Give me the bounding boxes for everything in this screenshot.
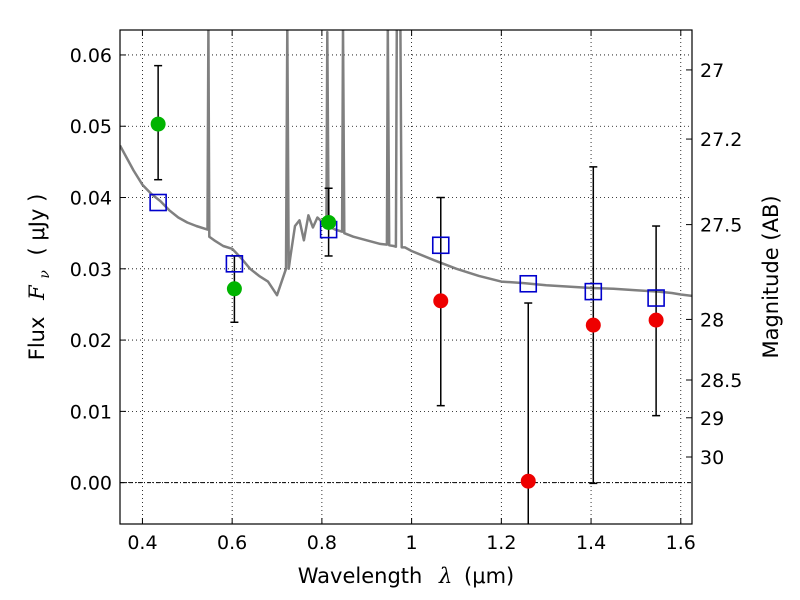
y-tick-label: 0.05 <box>70 116 112 138</box>
x-tick-label: 0.4 <box>127 532 157 554</box>
y2-tick-label: 28 <box>700 309 724 331</box>
observed-flux-marker <box>648 312 664 328</box>
y2-tick-label: 27.2 <box>700 129 742 151</box>
y2-tick-label: 30 <box>700 447 724 469</box>
y-tick-label: 0.02 <box>70 330 112 352</box>
plot-frame <box>119 29 693 525</box>
y-tick-label: 0.06 <box>70 45 112 67</box>
x-tick-label: 1.2 <box>486 532 516 554</box>
observed-flux-marker <box>321 214 337 230</box>
model-photometry-marker <box>225 255 244 273</box>
y-axis-label-symbol: F <box>25 284 49 301</box>
x-axis-label: Wavelength λ (μm) <box>298 564 514 588</box>
observed-flux-marker <box>585 317 601 333</box>
y-tick-label: 0.04 <box>70 188 112 210</box>
y2-axis-label: Magnitude (AB) <box>759 195 783 358</box>
data-markers <box>149 116 665 489</box>
model-photometry-marker <box>584 282 603 301</box>
y2-tick-label: 27 <box>700 60 724 82</box>
y2-tick-label: 28.5 <box>700 370 742 392</box>
model-photometry-marker <box>149 193 167 212</box>
observed-flux-marker <box>520 473 536 489</box>
x-tick-label: 0.6 <box>217 532 247 554</box>
x-axis-label-text: Wavelength <box>298 564 423 588</box>
y2-tick-label: 29 <box>700 408 724 430</box>
plot-area <box>120 30 692 524</box>
x-tick-label: 1 <box>406 532 418 554</box>
observed-flux-marker <box>433 293 449 309</box>
model-photometry-marker <box>647 289 665 307</box>
y-axis-label-unit: ( μJy ) <box>25 194 49 256</box>
observed-flux-marker <box>226 281 242 297</box>
y2-tick-label: 27.5 <box>700 215 742 237</box>
y-tick-label: 0.00 <box>70 473 112 495</box>
x-axis-label-symbol: λ <box>438 564 452 588</box>
x-tick-label: 1.6 <box>666 532 696 554</box>
model-photometry-marker <box>519 274 538 293</box>
plot-background <box>120 30 692 524</box>
model-photometry-marker <box>431 236 450 255</box>
x-tick-label: 0.8 <box>307 532 337 554</box>
y-axis-label-text: Flux <box>25 317 49 361</box>
y-axis-label-subscript: ν <box>37 270 53 279</box>
x-tick-label: 1.4 <box>576 532 606 554</box>
model-spectrum-line <box>120 30 692 298</box>
y-tick-label: 0.01 <box>70 401 112 423</box>
x-axis-label-unit: (μm) <box>464 564 514 588</box>
axis-ticks: 0.4 0.6 0.8 1 1.2 1.4 1.6 0.00 0.01 0.02 0.03 0.04 0… <box>70 30 742 554</box>
y-axis-label: Flux F ν ( μJy ) <box>25 194 54 361</box>
observed-flux-marker <box>150 116 166 132</box>
y-tick-label: 0.03 <box>70 259 112 281</box>
